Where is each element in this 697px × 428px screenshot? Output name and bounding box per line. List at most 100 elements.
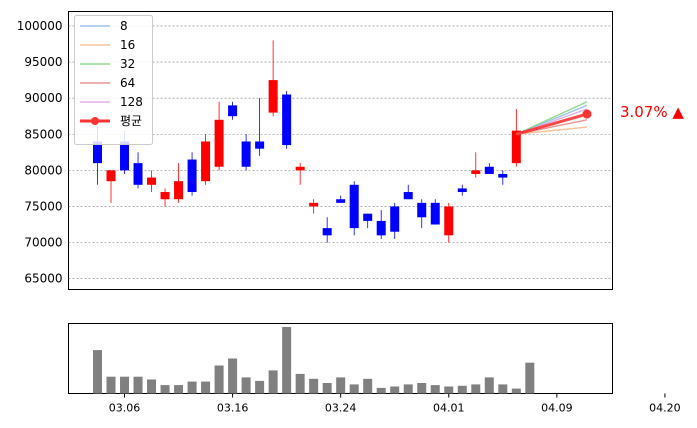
candle-body [228, 105, 238, 117]
candle-body [214, 119, 224, 167]
volume-bar [201, 381, 211, 394]
candle-body [133, 163, 143, 185]
candle [417, 199, 427, 229]
candle-body [255, 141, 265, 149]
candle-body [160, 192, 170, 200]
date-tick-label: 04.09 [541, 402, 573, 415]
average-end-marker [582, 109, 592, 119]
volume-bar [525, 362, 535, 394]
volume-bar [417, 383, 427, 394]
candle-body [174, 181, 184, 200]
ma-line-average [515, 112, 588, 136]
chart-legend: 8 16 32 64 128 평균 [74, 15, 153, 145]
volume-bar [430, 385, 440, 394]
candle [390, 202, 400, 239]
price-tick-label: 65000 [24, 272, 62, 286]
candle [349, 181, 359, 236]
candle-body [471, 170, 481, 174]
legend-label: 64 [120, 76, 135, 90]
legend-box [74, 15, 153, 145]
candle [160, 188, 170, 207]
candle [309, 199, 319, 214]
legend-marker [91, 117, 99, 125]
candle-body [201, 141, 211, 182]
price-tick-label: 90000 [24, 91, 62, 105]
volume-bar [403, 384, 413, 394]
price-tick-label: 95000 [24, 55, 62, 69]
candle-body [336, 199, 346, 203]
candle [133, 152, 143, 189]
price-tick-label: 85000 [24, 127, 62, 141]
candle-body [349, 184, 359, 229]
candle-body [417, 202, 427, 218]
volume-bar [295, 373, 305, 394]
candle-body [376, 220, 386, 236]
volume-bar [471, 384, 481, 394]
price-tick-label: 75000 [24, 199, 62, 213]
moving-average-projection [515, 101, 592, 136]
candle-body [390, 206, 400, 232]
candle [282, 90, 292, 149]
candle-body [484, 166, 494, 174]
price-plot-frame [68, 11, 613, 290]
candle-body [147, 177, 157, 185]
candle-body [282, 94, 292, 146]
ma-line-32 [516, 101, 588, 135]
candle [147, 170, 157, 193]
volume-bar [282, 327, 292, 394]
candle [214, 101, 224, 171]
volume-bar [93, 350, 102, 394]
volume-bar [322, 383, 332, 394]
legend-label: 128 [120, 95, 143, 109]
volume-bar [120, 376, 130, 394]
volume-bar [255, 380, 265, 394]
candle-body [120, 141, 130, 171]
candle [268, 40, 278, 117]
change-percent-label: 3.07% ▲ [620, 103, 684, 121]
candle [187, 152, 197, 196]
volume-bar [390, 386, 400, 394]
price-grid [68, 25, 613, 279]
volume-bar [147, 379, 157, 394]
candle [228, 101, 238, 120]
candle [430, 199, 440, 225]
candle [336, 195, 346, 203]
legend-label: 평균 [120, 114, 142, 128]
volume-bar [160, 385, 170, 394]
candle-body [93, 141, 102, 164]
candle [241, 134, 251, 171]
date-tick-label: 04.20 [649, 402, 681, 415]
candle [457, 184, 467, 196]
candle [255, 98, 265, 156]
candle-body [322, 228, 332, 236]
candle-body [268, 80, 278, 113]
price-tick-label: 70000 [24, 236, 62, 250]
candle [363, 213, 373, 229]
volume-bar [214, 365, 224, 394]
candle [376, 210, 386, 239]
candle-body [498, 173, 508, 178]
candlestick-series [93, 40, 521, 243]
volume-bar [363, 378, 373, 394]
date-tick-label: 03.24 [325, 402, 357, 415]
volume-bar [511, 388, 521, 394]
candle [471, 152, 481, 178]
candle-body [106, 170, 116, 182]
candle [174, 163, 184, 203]
volume-bar [228, 358, 238, 394]
candle [484, 163, 494, 174]
volume-bar [241, 377, 251, 394]
date-tick-label: 04.01 [433, 402, 465, 415]
candle [498, 170, 508, 185]
volume-bar [376, 387, 386, 394]
volume-bar [187, 381, 197, 394]
candle-body [457, 188, 467, 193]
candle [322, 217, 332, 243]
candle [295, 163, 305, 185]
volume-bar [268, 370, 278, 394]
volume-bar [444, 386, 454, 394]
volume-bar [484, 377, 494, 394]
candle [403, 184, 413, 200]
candle [201, 134, 211, 185]
candle-body [430, 202, 440, 225]
